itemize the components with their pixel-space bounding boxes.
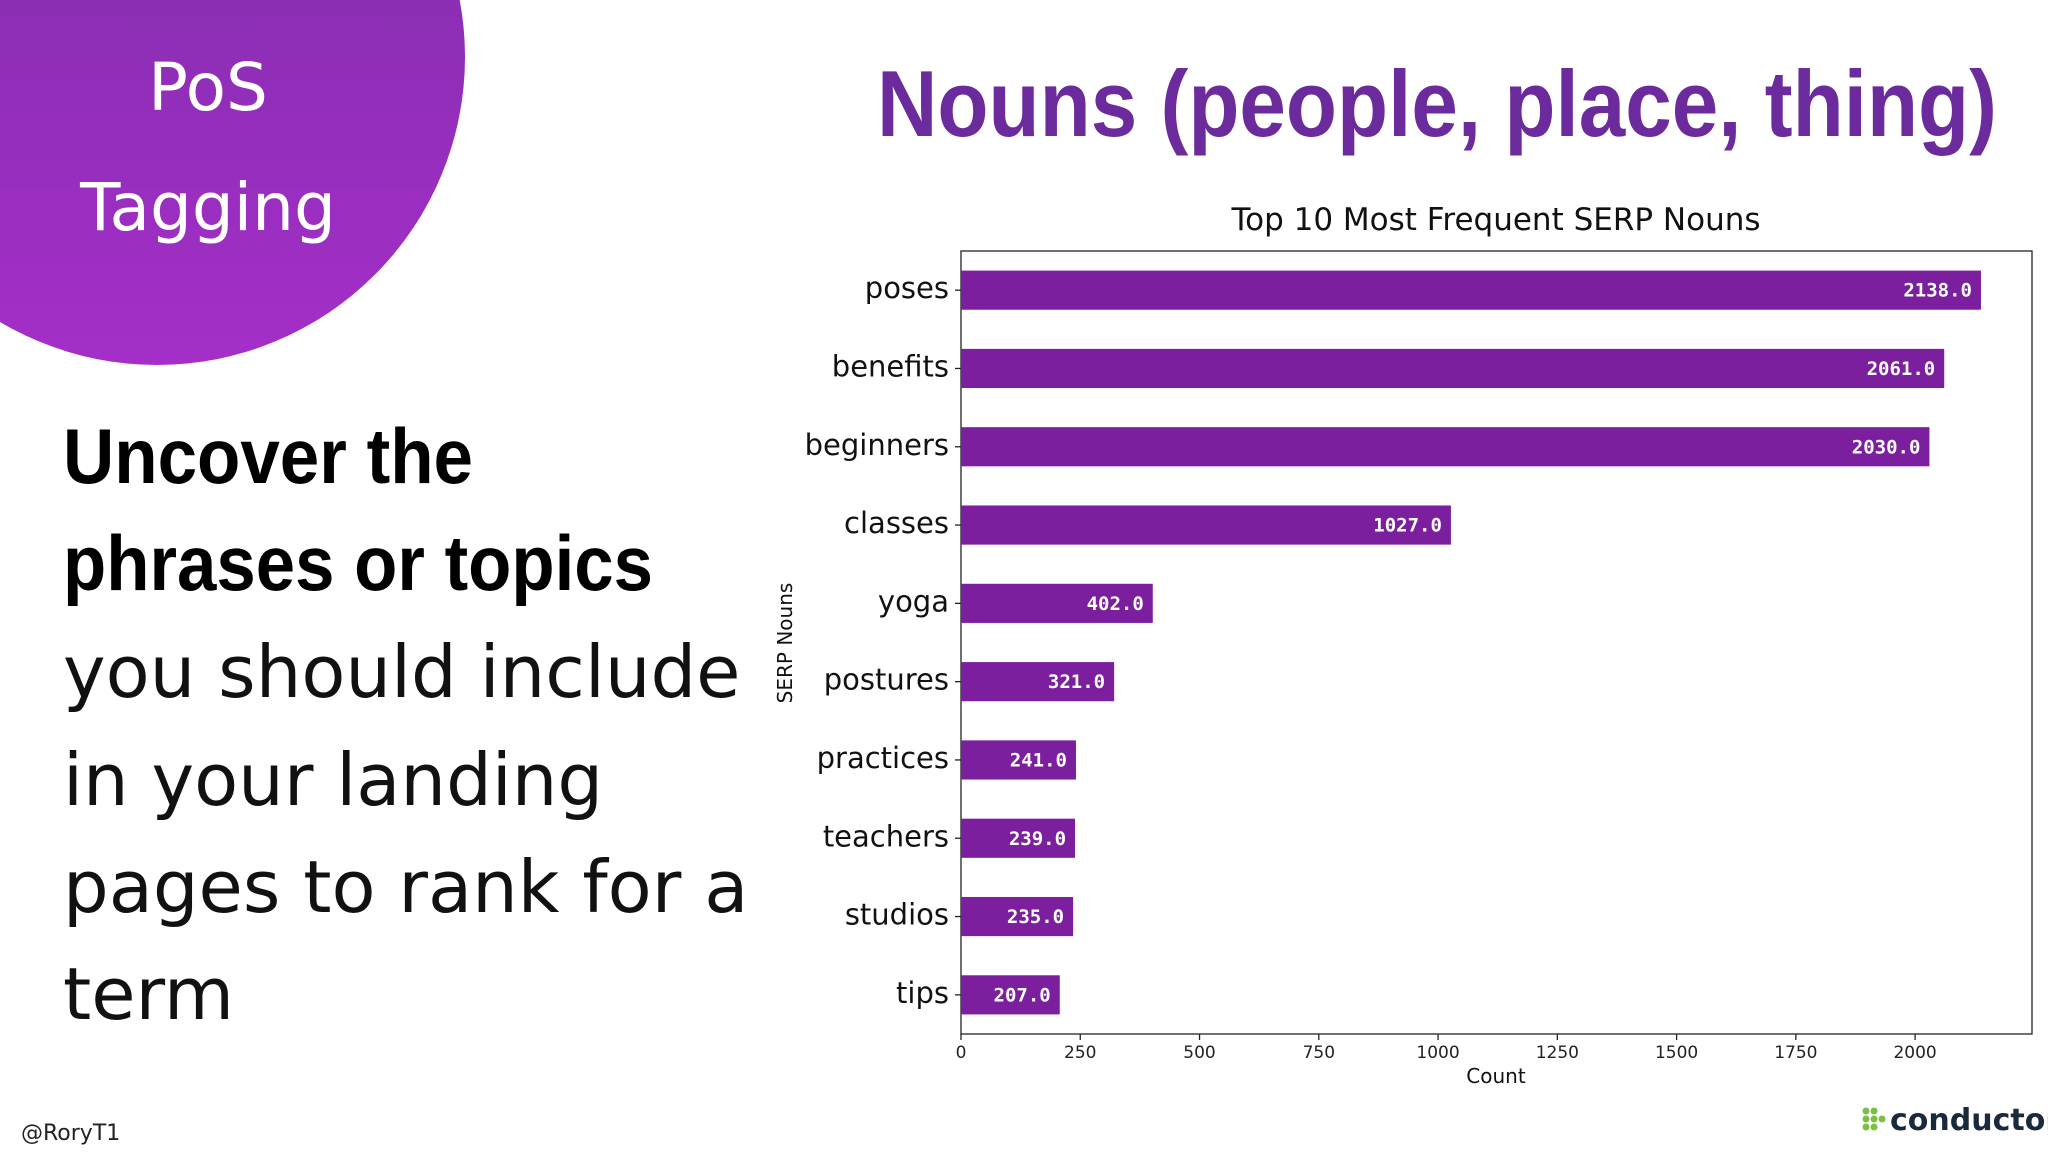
bar — [961, 583, 1153, 623]
badge-text: Tagging — [79, 169, 336, 246]
body-text: you should include — [63, 630, 740, 714]
bar — [961, 505, 1451, 545]
badge-circle — [0, 0, 465, 365]
bar — [961, 270, 1981, 310]
y-tick-label: tips — [896, 976, 949, 1010]
logo: conductor — [1890, 1103, 2048, 1138]
bar — [961, 348, 1945, 389]
body-text: in your landing — [63, 738, 603, 822]
bar — [961, 740, 1076, 780]
body-bold: Uncover the — [63, 412, 473, 500]
y-tick-label: beginners — [805, 428, 949, 462]
axes-frame — [960, 250, 2033, 1035]
x-tick-label: 0 — [956, 1043, 967, 1063]
body-bold: phrases or topics — [63, 519, 653, 607]
value-label: 1027.0 — [1373, 515, 1442, 537]
bar — [961, 896, 1074, 937]
y-tick-label: practices — [817, 741, 949, 775]
bar — [961, 975, 1060, 1015]
x-tick-label: 750 — [1303, 1043, 1335, 1063]
x-tick-label: 1000 — [1416, 1043, 1459, 1063]
x-tick-label: 1250 — [1536, 1043, 1579, 1063]
y-tick-label: yoga — [878, 584, 949, 618]
badge-text: PoS — [148, 49, 268, 126]
y-tick-label: teachers — [823, 819, 949, 853]
handle: @RoryT1 — [21, 1121, 120, 1146]
value-label: 402.0 — [1087, 593, 1144, 615]
logo-dots — [1862, 1107, 1886, 1131]
value-label: 2061.0 — [1867, 358, 1936, 380]
value-label: 235.0 — [1007, 906, 1064, 928]
value-label: 2030.0 — [1852, 436, 1921, 458]
y-tick-label: classes — [844, 506, 949, 540]
y-tick-label: benefits — [832, 349, 949, 383]
chart-title: Top 10 Most Frequent SERP Nouns — [1230, 202, 1760, 238]
body-text: pages to rank for a — [63, 845, 748, 929]
bar — [961, 818, 1076, 858]
y-tick-label: studios — [845, 898, 949, 932]
value-label: 207.0 — [994, 984, 1051, 1006]
y-axis-label: SERP Nouns — [773, 583, 797, 704]
value-label: 321.0 — [1048, 671, 1105, 693]
x-axis-label: Count — [1466, 1064, 1526, 1088]
value-label: 241.0 — [1010, 749, 1067, 771]
x-tick-label: 2000 — [1893, 1043, 1936, 1063]
body-text: term — [63, 952, 234, 1036]
x-tick-label: 1500 — [1655, 1043, 1698, 1063]
value-label: 2138.0 — [1903, 280, 1972, 302]
y-tick-label: poses — [865, 271, 949, 305]
y-tick-label: postures — [824, 663, 949, 697]
bar — [961, 662, 1115, 702]
x-tick-label: 250 — [1064, 1043, 1096, 1063]
x-tick-label: 1750 — [1774, 1043, 1817, 1063]
x-tick-label: 500 — [1183, 1043, 1215, 1063]
heading: Nouns (people, place, thing) — [877, 51, 1997, 156]
value-label: 239.0 — [1009, 828, 1066, 850]
bar — [961, 427, 1930, 467]
